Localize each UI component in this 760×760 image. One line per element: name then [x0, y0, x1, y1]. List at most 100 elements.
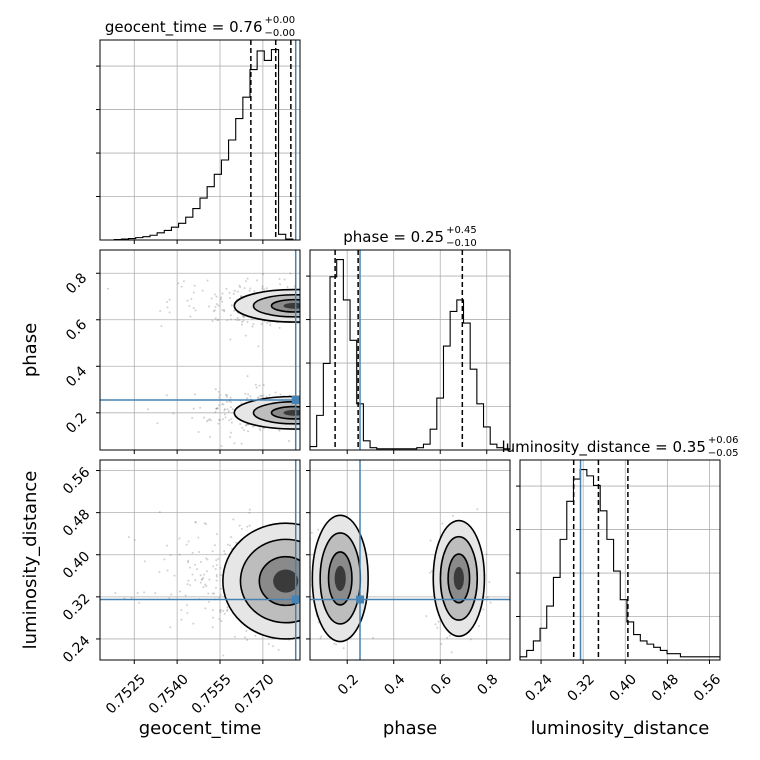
tick-label-y-phase: 0.8 [63, 270, 90, 297]
sample-point [243, 315, 246, 318]
sample-point [311, 427, 313, 429]
sample-point [287, 439, 290, 442]
sample-point [220, 620, 223, 623]
sample-point [212, 565, 215, 568]
sample-point [215, 407, 218, 410]
sample-point [214, 411, 217, 414]
sample-point [189, 584, 192, 587]
sample-point [206, 279, 209, 282]
sample-point [259, 429, 262, 432]
sample-point [247, 393, 250, 396]
sample-point [229, 401, 232, 404]
sample-point [335, 643, 338, 646]
sample-point [219, 611, 222, 614]
sample-point [216, 407, 219, 410]
sample-point [188, 305, 191, 308]
sample-point [213, 592, 216, 595]
sample-point [304, 410, 306, 412]
sample-point [229, 314, 232, 317]
sample-point [236, 319, 239, 322]
sample-point [320, 413, 322, 415]
tick-label-x-luminosity_distance: 0.48 [649, 671, 682, 704]
sample-point [226, 543, 229, 546]
tick-label-x-luminosity_distance: 0.56 [691, 671, 724, 704]
sample-point [261, 287, 264, 290]
sample-point [194, 579, 197, 582]
sample-point [258, 427, 261, 430]
sample-point [272, 645, 275, 648]
tick-label-x-geocent_time: 0.7525 [103, 671, 149, 717]
sample-point [228, 291, 231, 294]
sample-point [189, 315, 192, 318]
sample-point [246, 423, 249, 426]
sample-point [214, 388, 217, 391]
x-axis-label-phase: phase [383, 718, 437, 739]
sample-point [244, 424, 247, 427]
sample-point [240, 295, 243, 298]
sample-point [205, 557, 208, 560]
sample-point [219, 593, 222, 596]
title-upper-error: +0.00 [265, 15, 296, 26]
sample-point [245, 629, 248, 632]
sample-point [331, 312, 333, 314]
title-upper-error: +0.06 [708, 435, 739, 446]
sample-point [305, 613, 307, 615]
tick-label-x-geocent_time: 0.7570 [232, 671, 278, 717]
sample-point [178, 537, 181, 540]
sample-point [240, 527, 243, 530]
sample-point [246, 277, 249, 280]
sample-point [199, 560, 202, 563]
sample-point [425, 615, 428, 618]
sample-point [158, 511, 161, 514]
tick-label-x-phase: 0.4 [381, 671, 408, 698]
sample-point [478, 624, 481, 627]
sample-point [216, 407, 219, 410]
sample-point [216, 319, 219, 322]
sample-point [194, 309, 197, 312]
sample-point [211, 626, 214, 629]
panel-phase-hist-frame [309, 249, 511, 451]
sample-point [225, 395, 228, 398]
sample-point [205, 570, 208, 573]
sample-point [225, 287, 228, 290]
panel-luminosity_distance-vs-geocent_time-frame [99, 459, 301, 661]
sample-point [321, 417, 323, 419]
sample-point [245, 423, 248, 426]
sample-point [217, 304, 220, 307]
tick-label-y-luminosity_distance: 0.32 [60, 591, 93, 624]
sample-point [168, 298, 171, 301]
sample-point [267, 642, 270, 645]
sample-point [215, 563, 218, 566]
sample-point [166, 300, 169, 303]
sample-point [222, 403, 225, 406]
tick-label-y-phase: 0.2 [63, 410, 90, 437]
sample-point [217, 557, 220, 560]
sample-point [211, 320, 214, 323]
title-luminosity_distance: luminosity_distance = 0.35 +0.06 −0.05 [501, 435, 738, 459]
sample-point [229, 396, 232, 399]
panel-luminosity_distance-hist-frame [519, 459, 721, 661]
sample-point [221, 402, 224, 405]
sample-point [214, 568, 217, 571]
sample-point [244, 280, 247, 283]
x-axis-label-luminosity_distance: luminosity_distance [531, 718, 710, 739]
sample-point [213, 309, 216, 312]
tick-label-x-luminosity_distance: 0.32 [565, 671, 598, 704]
sample-point [201, 578, 204, 581]
contour-line [327, 551, 353, 606]
sample-point [255, 279, 258, 282]
sample-point [436, 626, 439, 629]
sample-point [208, 578, 211, 581]
sample-point [233, 289, 236, 292]
sample-point [246, 320, 249, 323]
sample-point [214, 586, 217, 589]
contour-line [222, 522, 300, 640]
contour-line [233, 288, 300, 323]
sample-point [221, 300, 224, 303]
sample-point [319, 637, 322, 640]
sample-point [215, 575, 218, 578]
contours-luminosity_distance-vs-geocent_time [222, 522, 300, 640]
sample-point [446, 636, 449, 639]
sample-point [230, 536, 233, 539]
